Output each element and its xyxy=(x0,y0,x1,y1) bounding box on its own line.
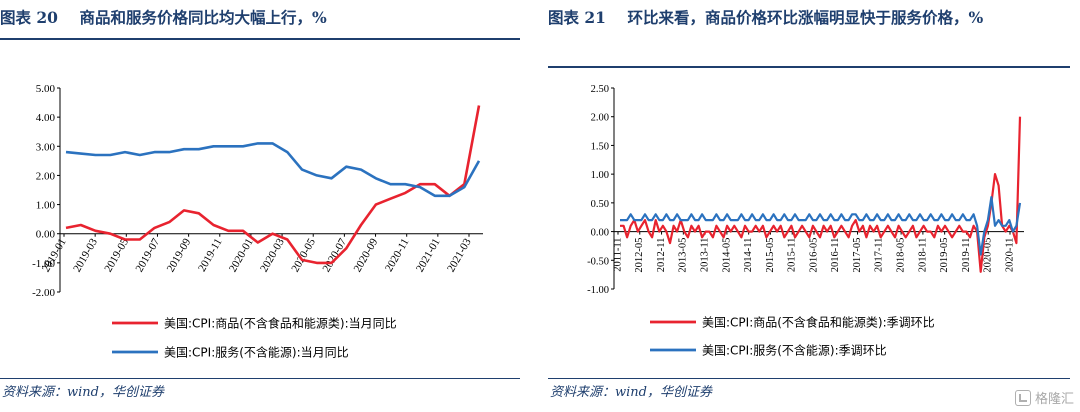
x-tick-label: 2019-05 xyxy=(939,238,950,273)
x-tick-label: 2018-05 xyxy=(896,238,907,273)
x-tick-label: 2020-11 xyxy=(383,236,412,273)
title-rule xyxy=(0,38,520,40)
legend-label: 美国:CPI:商品(不含食品和能源类):当月同比 xyxy=(164,316,397,331)
x-tick-label: 2021-03 xyxy=(445,236,474,274)
series-line-goods xyxy=(620,116,1022,273)
x-tick-label: 2020-05 xyxy=(983,238,994,273)
y-tick-label: 4.00 xyxy=(36,112,56,124)
x-tick-label: 2020-05 xyxy=(289,236,318,274)
source-rule xyxy=(0,378,520,379)
x-tick-label: 2020-03 xyxy=(258,236,287,274)
x-tick-label: 2020-11 xyxy=(1004,238,1015,273)
x-tick-label: 2019-03 xyxy=(71,236,100,274)
figure-20: 图表 20 商品和服务价格同比均大幅上行，% -2.00 -1.00 0.00 1.0… xyxy=(0,0,530,412)
x-tick-label: 2015-11 xyxy=(787,238,798,273)
series-line-services xyxy=(620,196,1022,256)
watermark: 格隆汇 xyxy=(1014,388,1074,407)
source-rule xyxy=(548,378,1070,379)
y-tick-label: 1.00 xyxy=(36,200,56,212)
yoy-line-chart: -2.00 -1.00 0.00 1.00 2.00 3.00 4.00 5.00 2019-0… xyxy=(32,83,483,360)
x-tick-label: 2016-05 xyxy=(808,238,819,273)
y-tick-label: 0.00 xyxy=(36,229,56,241)
y-tick-label: -1.00 xyxy=(587,285,609,296)
y-tick-label: 3.00 xyxy=(36,141,56,153)
series-line-goods xyxy=(65,105,481,265)
y-tick-label: 2.50 xyxy=(591,84,609,95)
series-line-services xyxy=(65,142,481,198)
source-note: 资料来源：wind，华创证券 xyxy=(2,385,164,400)
x-tick-label: 2013-05 xyxy=(678,238,689,273)
x-tick-label: 2014-05 xyxy=(721,238,732,273)
y-tick-label: -2.00 xyxy=(32,287,55,299)
x-tick-label: 2014-11 xyxy=(743,238,754,273)
y-tick-label: 1.00 xyxy=(591,170,609,181)
x-tick-label: 2019-11 xyxy=(196,236,225,273)
x-tick-label: 2011-11 xyxy=(612,238,623,272)
y-tick-label: 5.00 xyxy=(36,83,56,95)
legend-label: 美国:CPI:服务(不含能源):季调环比 xyxy=(702,343,887,358)
y-tick-label: -1.00 xyxy=(32,258,55,270)
figure-21: 图表 21 环比来看，商品价格环比涨幅明显快于服务价格，% -1.00 -0.50… xyxy=(548,0,1080,412)
x-tick-label: 2019-05 xyxy=(102,236,131,274)
watermark-text: 格隆汇 xyxy=(1034,392,1074,407)
x-tick-label: 2020-01 xyxy=(227,236,256,274)
x-tick-label: 2017-05 xyxy=(852,238,863,273)
x-tick-label: 2020-07 xyxy=(320,236,349,274)
x-tick-label: 2019-11 xyxy=(961,238,972,273)
y-tick-label: 0.00 xyxy=(591,228,609,239)
mom-line-chart: -1.00 -0.50 0.00 0.50 1.00 1.50 2.00 2.50 2011-1… xyxy=(587,84,1024,358)
title-rule xyxy=(548,66,1070,68)
y-tick-label: -0.50 xyxy=(587,256,609,267)
x-tick-label: 2015-05 xyxy=(765,238,776,273)
y-tick-label: 2.00 xyxy=(591,113,609,124)
x-tick-label: 2017-11 xyxy=(874,238,885,273)
source-note: 资料来源：wind，华创证券 xyxy=(550,385,712,400)
x-tick-label: 2019-09 xyxy=(165,236,194,274)
x-tick-label: 2012-11 xyxy=(656,238,667,273)
figure-title: 图表 20 商品和服务价格同比均大幅上行，% xyxy=(0,8,327,27)
x-tick-label: 2016-11 xyxy=(830,238,841,273)
x-tick-label: 2012-05 xyxy=(634,238,645,273)
x-tick-label: 2018-11 xyxy=(917,238,928,273)
legend-label: 美国:CPI:商品(不含食品和能源类):季调环比 xyxy=(702,315,935,330)
y-tick-label: 1.50 xyxy=(591,141,609,152)
y-tick-label: 0.50 xyxy=(591,199,609,210)
figure-title: 图表 21 环比来看，商品价格环比涨幅明显快于服务价格，% xyxy=(548,8,984,27)
x-tick-label: 2020-09 xyxy=(352,236,381,274)
y-tick-label: 2.00 xyxy=(36,170,56,182)
x-tick-label: 2013-11 xyxy=(700,238,711,273)
legend-label: 美国:CPI:服务(不含能源):当月同比 xyxy=(164,345,349,360)
x-tick-label: 2021-01 xyxy=(414,236,443,274)
x-tick-label: 2019-07 xyxy=(134,236,163,274)
gelonghui-logo-icon xyxy=(1014,389,1031,406)
